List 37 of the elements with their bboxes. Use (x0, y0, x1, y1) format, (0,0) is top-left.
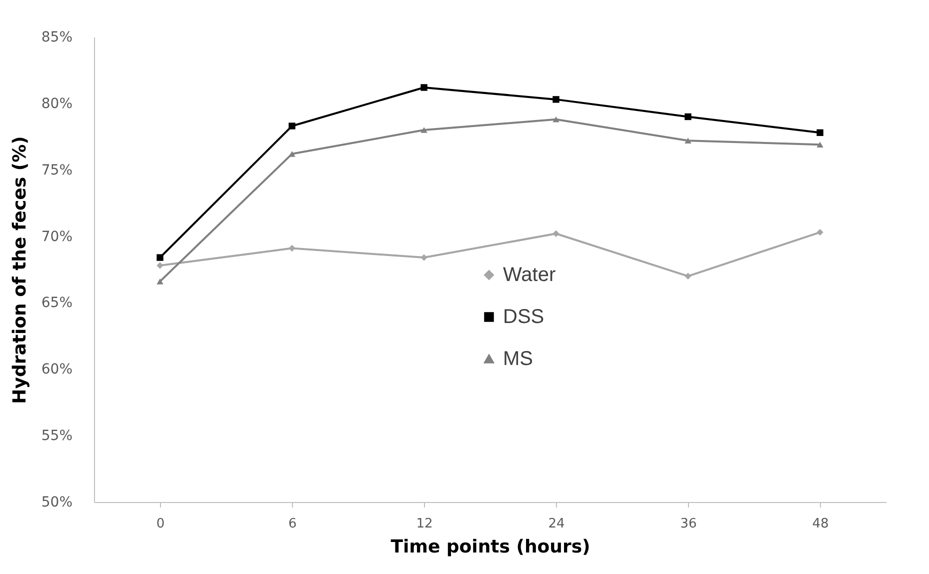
point (156, 254, 164, 261)
point (684, 113, 692, 120)
point (288, 122, 296, 130)
y-tick-label: 60% (41, 362, 72, 378)
point (552, 230, 560, 237)
y-axis-title: Hydration of the feces (%) (9, 136, 30, 404)
x-tick-label: 12 (416, 516, 433, 532)
point (288, 151, 296, 157)
point (552, 96, 560, 103)
point (552, 116, 560, 122)
point (420, 84, 428, 91)
x-tick-label: 36 (680, 516, 697, 532)
y-tick-label: 80% (41, 96, 72, 112)
x-tick-label: 6 (288, 516, 297, 532)
y-tick-label: 50% (41, 494, 72, 510)
x-axis-title: Time points (hours) (390, 536, 590, 558)
point (684, 272, 692, 280)
point (156, 278, 164, 284)
point (156, 262, 164, 269)
point (288, 244, 296, 252)
y-tick-label: 70% (41, 228, 72, 245)
y-tick-label: 75% (41, 162, 72, 178)
y-tick-label: 65% (41, 295, 72, 312)
x-tick-label: 0 (156, 516, 165, 532)
point (684, 138, 692, 144)
point (420, 127, 428, 133)
legend-label: Water (503, 264, 556, 286)
point (816, 228, 824, 236)
point (816, 142, 824, 148)
x-tick-label: 24 (548, 516, 565, 532)
point (420, 254, 428, 261)
x-tick-label: 48 (812, 516, 829, 532)
point (816, 129, 824, 136)
legend-label: MS (503, 348, 533, 370)
legend-label: DSS (503, 306, 544, 328)
y-tick-label: 55% (41, 428, 72, 444)
y-tick-label: 85% (41, 30, 72, 46)
